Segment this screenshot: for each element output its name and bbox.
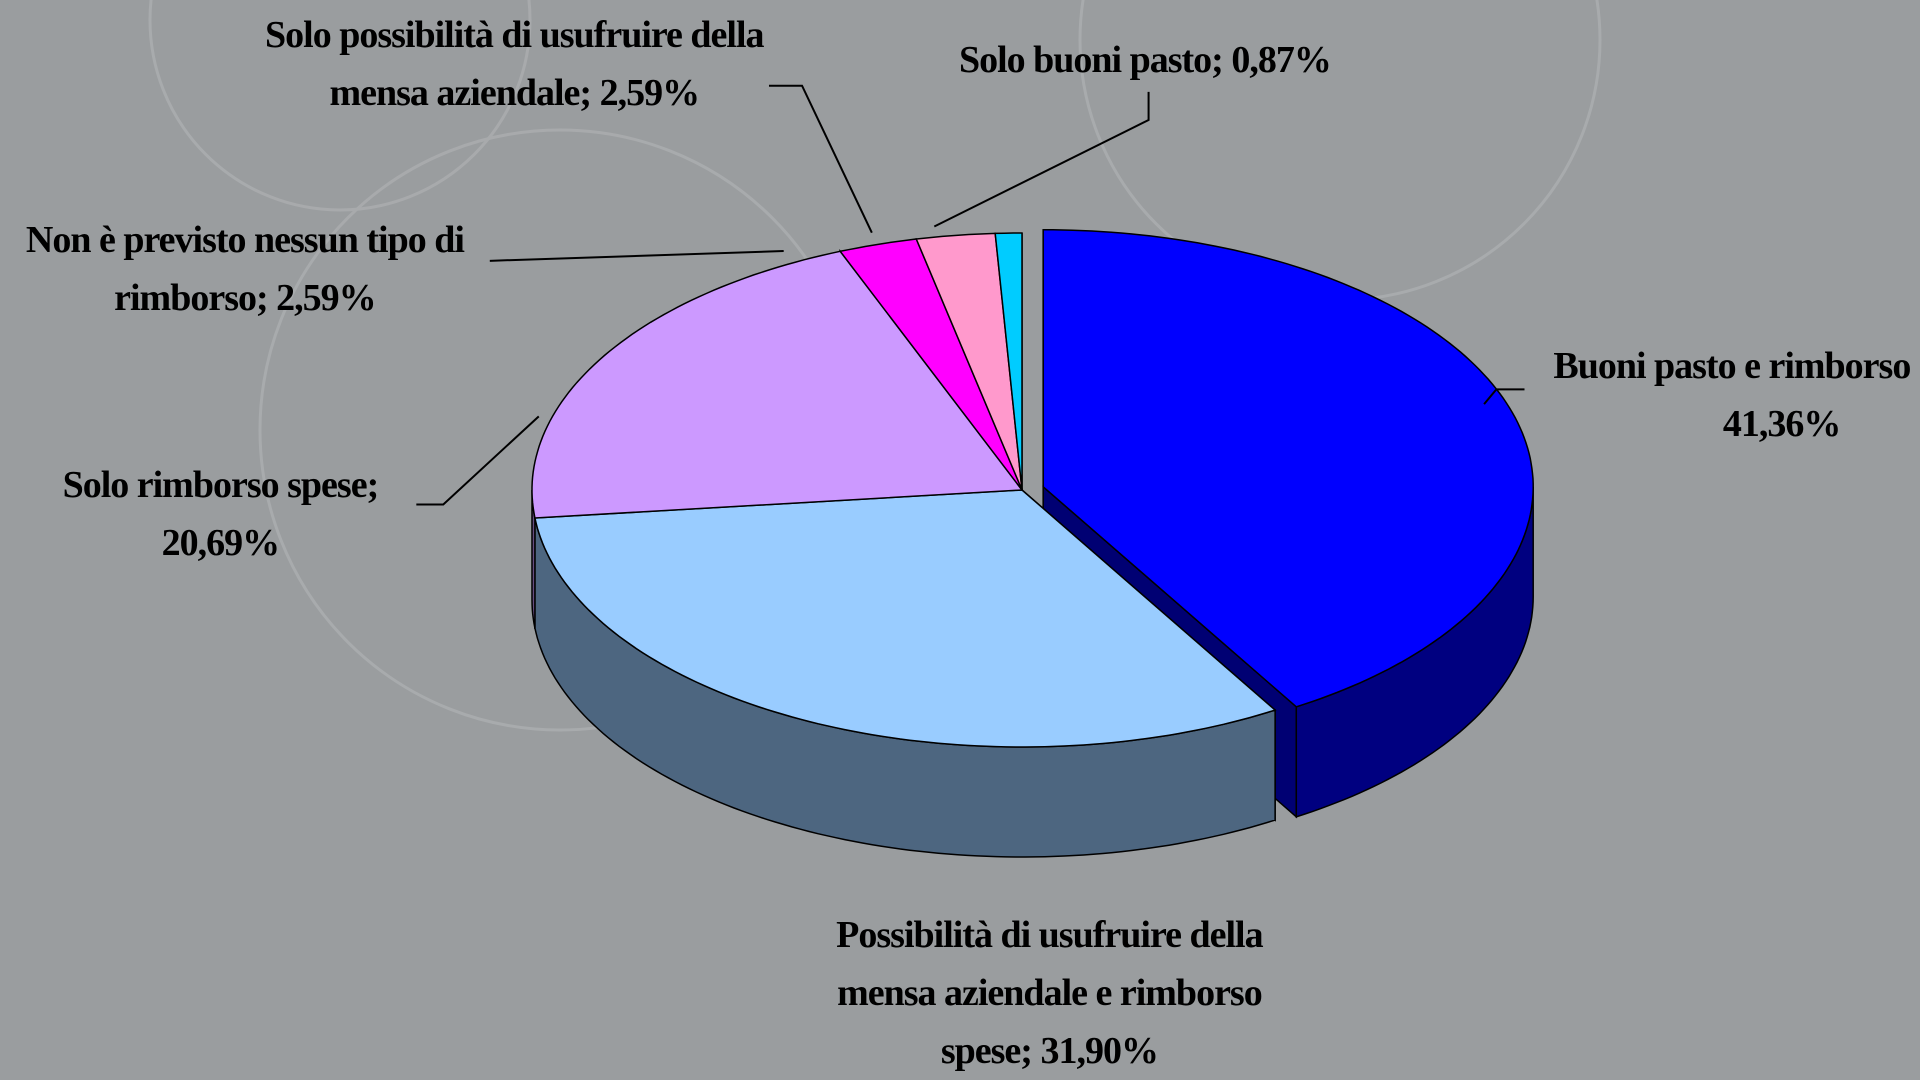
value-label: 2,59%: [276, 277, 376, 319]
leader-line: [934, 92, 1148, 227]
leader-line: [416, 416, 538, 504]
category-name: Non è previsto nessun tipo di rimborso;: [26, 219, 464, 319]
value-label: 20,69%: [162, 522, 280, 564]
category-name: Solo buoni pasto;: [959, 39, 1223, 81]
leader-line: [490, 251, 784, 261]
slice-label: Non è previsto nessun tipo di rimborso; …: [0, 211, 490, 327]
slice-label: Solo possibilità di usufruire della mens…: [263, 6, 765, 122]
slice-label: Buoni pasto e rimborso spese; 41,36%: [1525, 337, 1920, 453]
slice-label: Solo buoni pasto; 0,87%: [888, 31, 1402, 89]
category-name: Buoni pasto e rimborso spese;: [1553, 345, 1920, 387]
value-label: 2,59%: [600, 72, 700, 114]
slice-label: Possibilità di usufruire della mensa azi…: [792, 906, 1306, 1080]
slice-label: Solo rimborso spese; 20,69%: [18, 456, 422, 572]
pie: [532, 230, 1533, 857]
value-label: 0,87%: [1231, 39, 1331, 81]
value-label: 31,90%: [1040, 1030, 1158, 1072]
category-name: Solo rimborso spese;: [63, 464, 379, 506]
value-label: 41,36%: [1723, 403, 1841, 445]
leader-line: [769, 86, 872, 233]
